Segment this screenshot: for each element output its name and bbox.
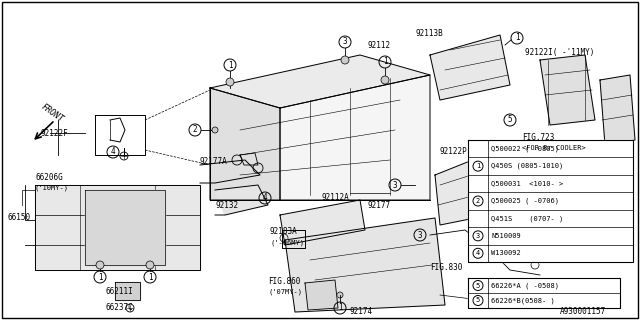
Text: 66226*A ( -0508): 66226*A ( -0508) (491, 282, 559, 289)
Polygon shape (280, 75, 430, 200)
Text: 3: 3 (476, 233, 480, 239)
Text: 66206G: 66206G (35, 172, 63, 181)
Text: ('10MY-): ('10MY-) (35, 185, 69, 191)
Text: 92122I( -'11MY): 92122I( -'11MY) (525, 47, 595, 57)
Polygon shape (305, 280, 338, 310)
Text: 66237C: 66237C (105, 303, 132, 313)
Text: 92174: 92174 (350, 308, 373, 316)
Text: FIG.723: FIG.723 (522, 133, 554, 142)
Text: ('-06MY): ('-06MY) (270, 240, 304, 246)
Polygon shape (210, 88, 280, 200)
Text: 66226*B(0508- ): 66226*B(0508- ) (491, 297, 555, 304)
Text: 1: 1 (515, 34, 519, 43)
Polygon shape (430, 35, 510, 100)
Circle shape (337, 292, 343, 298)
Text: 4: 4 (476, 250, 480, 256)
Polygon shape (540, 55, 595, 125)
Text: N510009: N510009 (491, 233, 521, 239)
Text: 92112: 92112 (367, 42, 390, 51)
Text: 92122F: 92122F (40, 129, 68, 138)
Circle shape (212, 127, 218, 133)
Text: 3: 3 (342, 37, 348, 46)
Text: 1: 1 (98, 273, 102, 282)
Circle shape (381, 76, 389, 84)
Circle shape (341, 56, 349, 64)
Text: Q451S    (0707- ): Q451S (0707- ) (491, 215, 563, 222)
Circle shape (226, 78, 234, 86)
Text: 2: 2 (193, 125, 197, 134)
Polygon shape (285, 218, 445, 312)
Polygon shape (210, 55, 430, 108)
Text: Q500022 ( -0805): Q500022 ( -0805) (491, 146, 559, 152)
Text: 92132: 92132 (215, 201, 238, 210)
Text: 3: 3 (393, 180, 397, 189)
Text: FIG.860: FIG.860 (268, 277, 300, 286)
Polygon shape (600, 75, 635, 145)
Text: 5: 5 (508, 116, 512, 124)
Polygon shape (215, 185, 268, 215)
Text: A930001157: A930001157 (560, 308, 606, 316)
Text: <FOR Rr COOLER>: <FOR Rr COOLER> (522, 145, 586, 151)
Text: Q500031  <1010- >: Q500031 <1010- > (491, 180, 563, 187)
Text: 4: 4 (111, 148, 115, 156)
Polygon shape (35, 185, 200, 270)
Text: Q500025 ( -0706): Q500025 ( -0706) (491, 198, 559, 204)
Text: Q450S (0805-1010): Q450S (0805-1010) (491, 163, 563, 169)
Polygon shape (468, 278, 620, 308)
Text: 2: 2 (476, 198, 480, 204)
Text: FRONT: FRONT (39, 102, 65, 124)
Text: 1: 1 (148, 273, 152, 282)
Polygon shape (115, 282, 140, 300)
Text: 5: 5 (476, 283, 480, 289)
Text: 4: 4 (262, 194, 268, 203)
Text: 92122P: 92122P (440, 148, 468, 156)
Text: W130092: W130092 (491, 250, 521, 256)
Text: 92113B: 92113B (415, 28, 443, 37)
Text: 66150: 66150 (8, 213, 31, 222)
Text: 92177: 92177 (368, 201, 391, 210)
Text: 3: 3 (418, 230, 422, 239)
Polygon shape (280, 200, 365, 245)
Text: 92177A: 92177A (200, 156, 228, 165)
Circle shape (96, 261, 104, 269)
Polygon shape (85, 190, 165, 265)
Text: 5: 5 (476, 298, 480, 303)
Text: 92183A: 92183A (270, 228, 298, 236)
Polygon shape (468, 140, 633, 262)
Text: 1: 1 (338, 303, 342, 313)
Text: 66211I: 66211I (105, 287, 132, 297)
Text: 1: 1 (476, 163, 480, 169)
Text: ('07MY-): ('07MY-) (268, 289, 302, 295)
Polygon shape (435, 155, 490, 225)
Text: 1: 1 (228, 60, 232, 69)
Text: 92112A: 92112A (322, 194, 349, 203)
Text: FIG.830: FIG.830 (430, 263, 462, 273)
Circle shape (146, 261, 154, 269)
Text: 1: 1 (383, 58, 387, 67)
